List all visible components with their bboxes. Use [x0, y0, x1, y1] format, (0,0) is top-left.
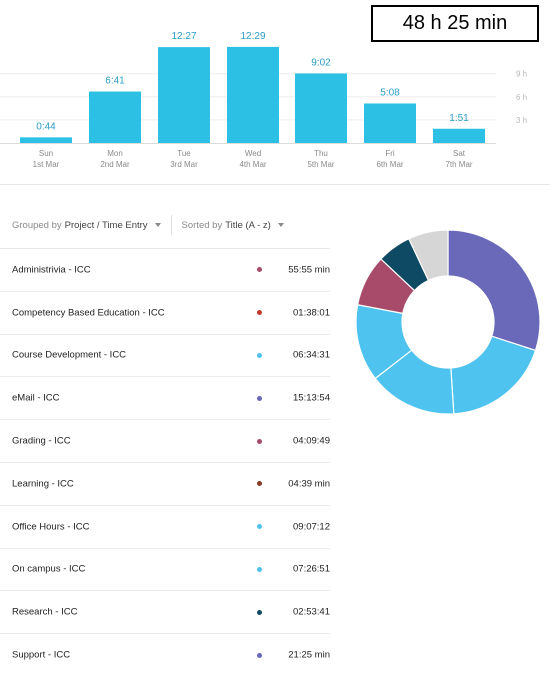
list-item[interactable]: Administrivia - ICC 55:55 min: [0, 249, 330, 292]
entry-name: Learning - ICC: [12, 478, 74, 490]
entry-duration: 06:34:31: [293, 349, 330, 361]
project-donut-chart: [355, 229, 541, 415]
daily-bar-chart: 9 h 6 h 3 h 0:44 Sun 1st Mar 6:41 Mon 2nd Mar 12:…: [0, 31, 527, 169]
entry-name: Grading - ICC: [12, 435, 71, 447]
color-dot-icon: [257, 310, 262, 316]
list-item[interactable]: Learning - ICC 04:39 min: [0, 463, 330, 506]
chevron-down-icon: [277, 223, 284, 227]
donut-slice[interactable]: [447, 229, 541, 352]
group-by-dropdown[interactable]: Grouped by Project / Time Entry: [12, 220, 161, 231]
entry-duration: 02:53:41: [293, 606, 330, 618]
x-tick-date: 4th Mar: [239, 160, 266, 169]
entry-name: On campus - ICC: [12, 563, 86, 575]
bar-wed[interactable]: [227, 46, 279, 143]
list-item[interactable]: Competency Based Education - ICC 01:38:01: [0, 292, 330, 335]
bar-value-label: 5:08: [380, 87, 400, 98]
x-tick-date: 5th Mar: [307, 160, 334, 169]
sort-by-value: Title (A - z): [225, 219, 271, 231]
x-tick-date: 6th Mar: [376, 160, 403, 169]
x-tick-day: Sat: [453, 149, 466, 158]
entry-duration: 04:09:49: [293, 435, 330, 447]
x-tick-day: Fri: [385, 149, 395, 158]
bar-value-label: 6:41: [105, 76, 125, 87]
x-tick-date: 2nd Mar: [100, 160, 130, 169]
color-dot-icon: [257, 609, 262, 615]
entry-duration: 01:38:01: [293, 307, 330, 319]
color-dot-icon: [257, 438, 262, 444]
x-tick-day: Thu: [314, 149, 328, 158]
entry-duration: 04:39 min: [288, 478, 330, 490]
chevron-down-icon: [154, 223, 161, 227]
donut-slice[interactable]: [450, 335, 537, 415]
group-by-value: Project / Time Entry: [64, 219, 148, 231]
bar-tue[interactable]: [158, 47, 210, 144]
x-tick-day: Tue: [177, 149, 191, 158]
bar-fri[interactable]: [364, 103, 416, 143]
bar-sun[interactable]: [20, 137, 72, 143]
bar-value-label: 0:44: [36, 121, 56, 132]
x-tick-day: Wed: [245, 149, 261, 158]
section-divider: [0, 184, 550, 185]
bar-value-label: 12:29: [240, 31, 265, 42]
entry-name: Support - ICC: [12, 649, 71, 661]
entry-name: Competency Based Education - ICC: [12, 307, 165, 319]
list-item[interactable]: Research - ICC 02:53:41: [0, 591, 330, 635]
y-tick-label: 3 h: [516, 116, 527, 125]
color-dot-icon: [257, 481, 262, 487]
x-tick-date: 3rd Mar: [170, 160, 198, 169]
entry-name: eMail - ICC: [12, 392, 60, 404]
x-tick-date: 7th Mar: [445, 160, 472, 169]
total-duration-box: 48 h 25 min: [371, 5, 539, 42]
color-dot-icon: [257, 566, 262, 572]
entry-duration: 21:25 min: [288, 649, 330, 661]
list-item[interactable]: Course Development - ICC 06:34:31: [0, 335, 330, 378]
entry-duration: 15:13:54: [293, 392, 330, 404]
entry-duration: 55:55 min: [288, 264, 330, 276]
color-dot-icon: [257, 352, 262, 358]
entry-name: Administrivia - ICC: [12, 264, 91, 276]
list-item[interactable]: Grading - ICC 04:09:49: [0, 420, 330, 463]
entry-list: Administrivia - ICC 55:55 min Competency B…: [0, 248, 330, 675]
controls-divider: [170, 215, 172, 235]
color-dot-icon: [257, 267, 262, 273]
total-duration: 48 h 25 min: [402, 12, 508, 34]
list-item[interactable]: eMail - ICC 15:13:54: [0, 377, 330, 421]
x-tick-date: 1st Mar: [33, 160, 60, 169]
bar-value-label: 1:51: [449, 113, 469, 124]
sort-by-prefix: Sorted by: [181, 219, 223, 231]
group-by-prefix: Grouped by: [12, 219, 62, 231]
color-dot-icon: [257, 524, 262, 530]
bar-value-label: 12:27: [171, 31, 196, 42]
sort-by-dropdown[interactable]: Sorted by Title (A - z): [182, 220, 284, 231]
bar-mon[interactable]: [89, 91, 141, 143]
list-item[interactable]: Office Hours - ICC 09:07:12: [0, 506, 330, 549]
x-tick-day: Mon: [107, 149, 123, 158]
bar-value-label: 9:02: [311, 57, 331, 68]
x-tick-day: Sun: [39, 149, 53, 158]
list-item[interactable]: On campus - ICC 07:26:51: [0, 549, 330, 592]
list-item[interactable]: Support - ICC 21:25 min: [0, 634, 330, 675]
entry-duration: 09:07:12: [293, 521, 330, 533]
bar-thu[interactable]: [295, 73, 347, 143]
entry-name: Course Development - ICC: [12, 349, 127, 361]
y-tick-label: 9 h: [516, 70, 527, 79]
y-tick-label: 6 h: [516, 93, 527, 102]
entry-duration: 07:26:51: [293, 563, 330, 575]
color-dot-icon: [257, 395, 262, 401]
bar-sat[interactable]: [433, 128, 485, 143]
list-controls: Grouped by Project / Time Entry Sorted b…: [12, 215, 284, 235]
color-dot-icon: [257, 652, 262, 658]
entry-name: Office Hours - ICC: [12, 521, 90, 533]
donut-slice[interactable]: [408, 229, 449, 282]
entry-name: Research - ICC: [12, 606, 78, 618]
